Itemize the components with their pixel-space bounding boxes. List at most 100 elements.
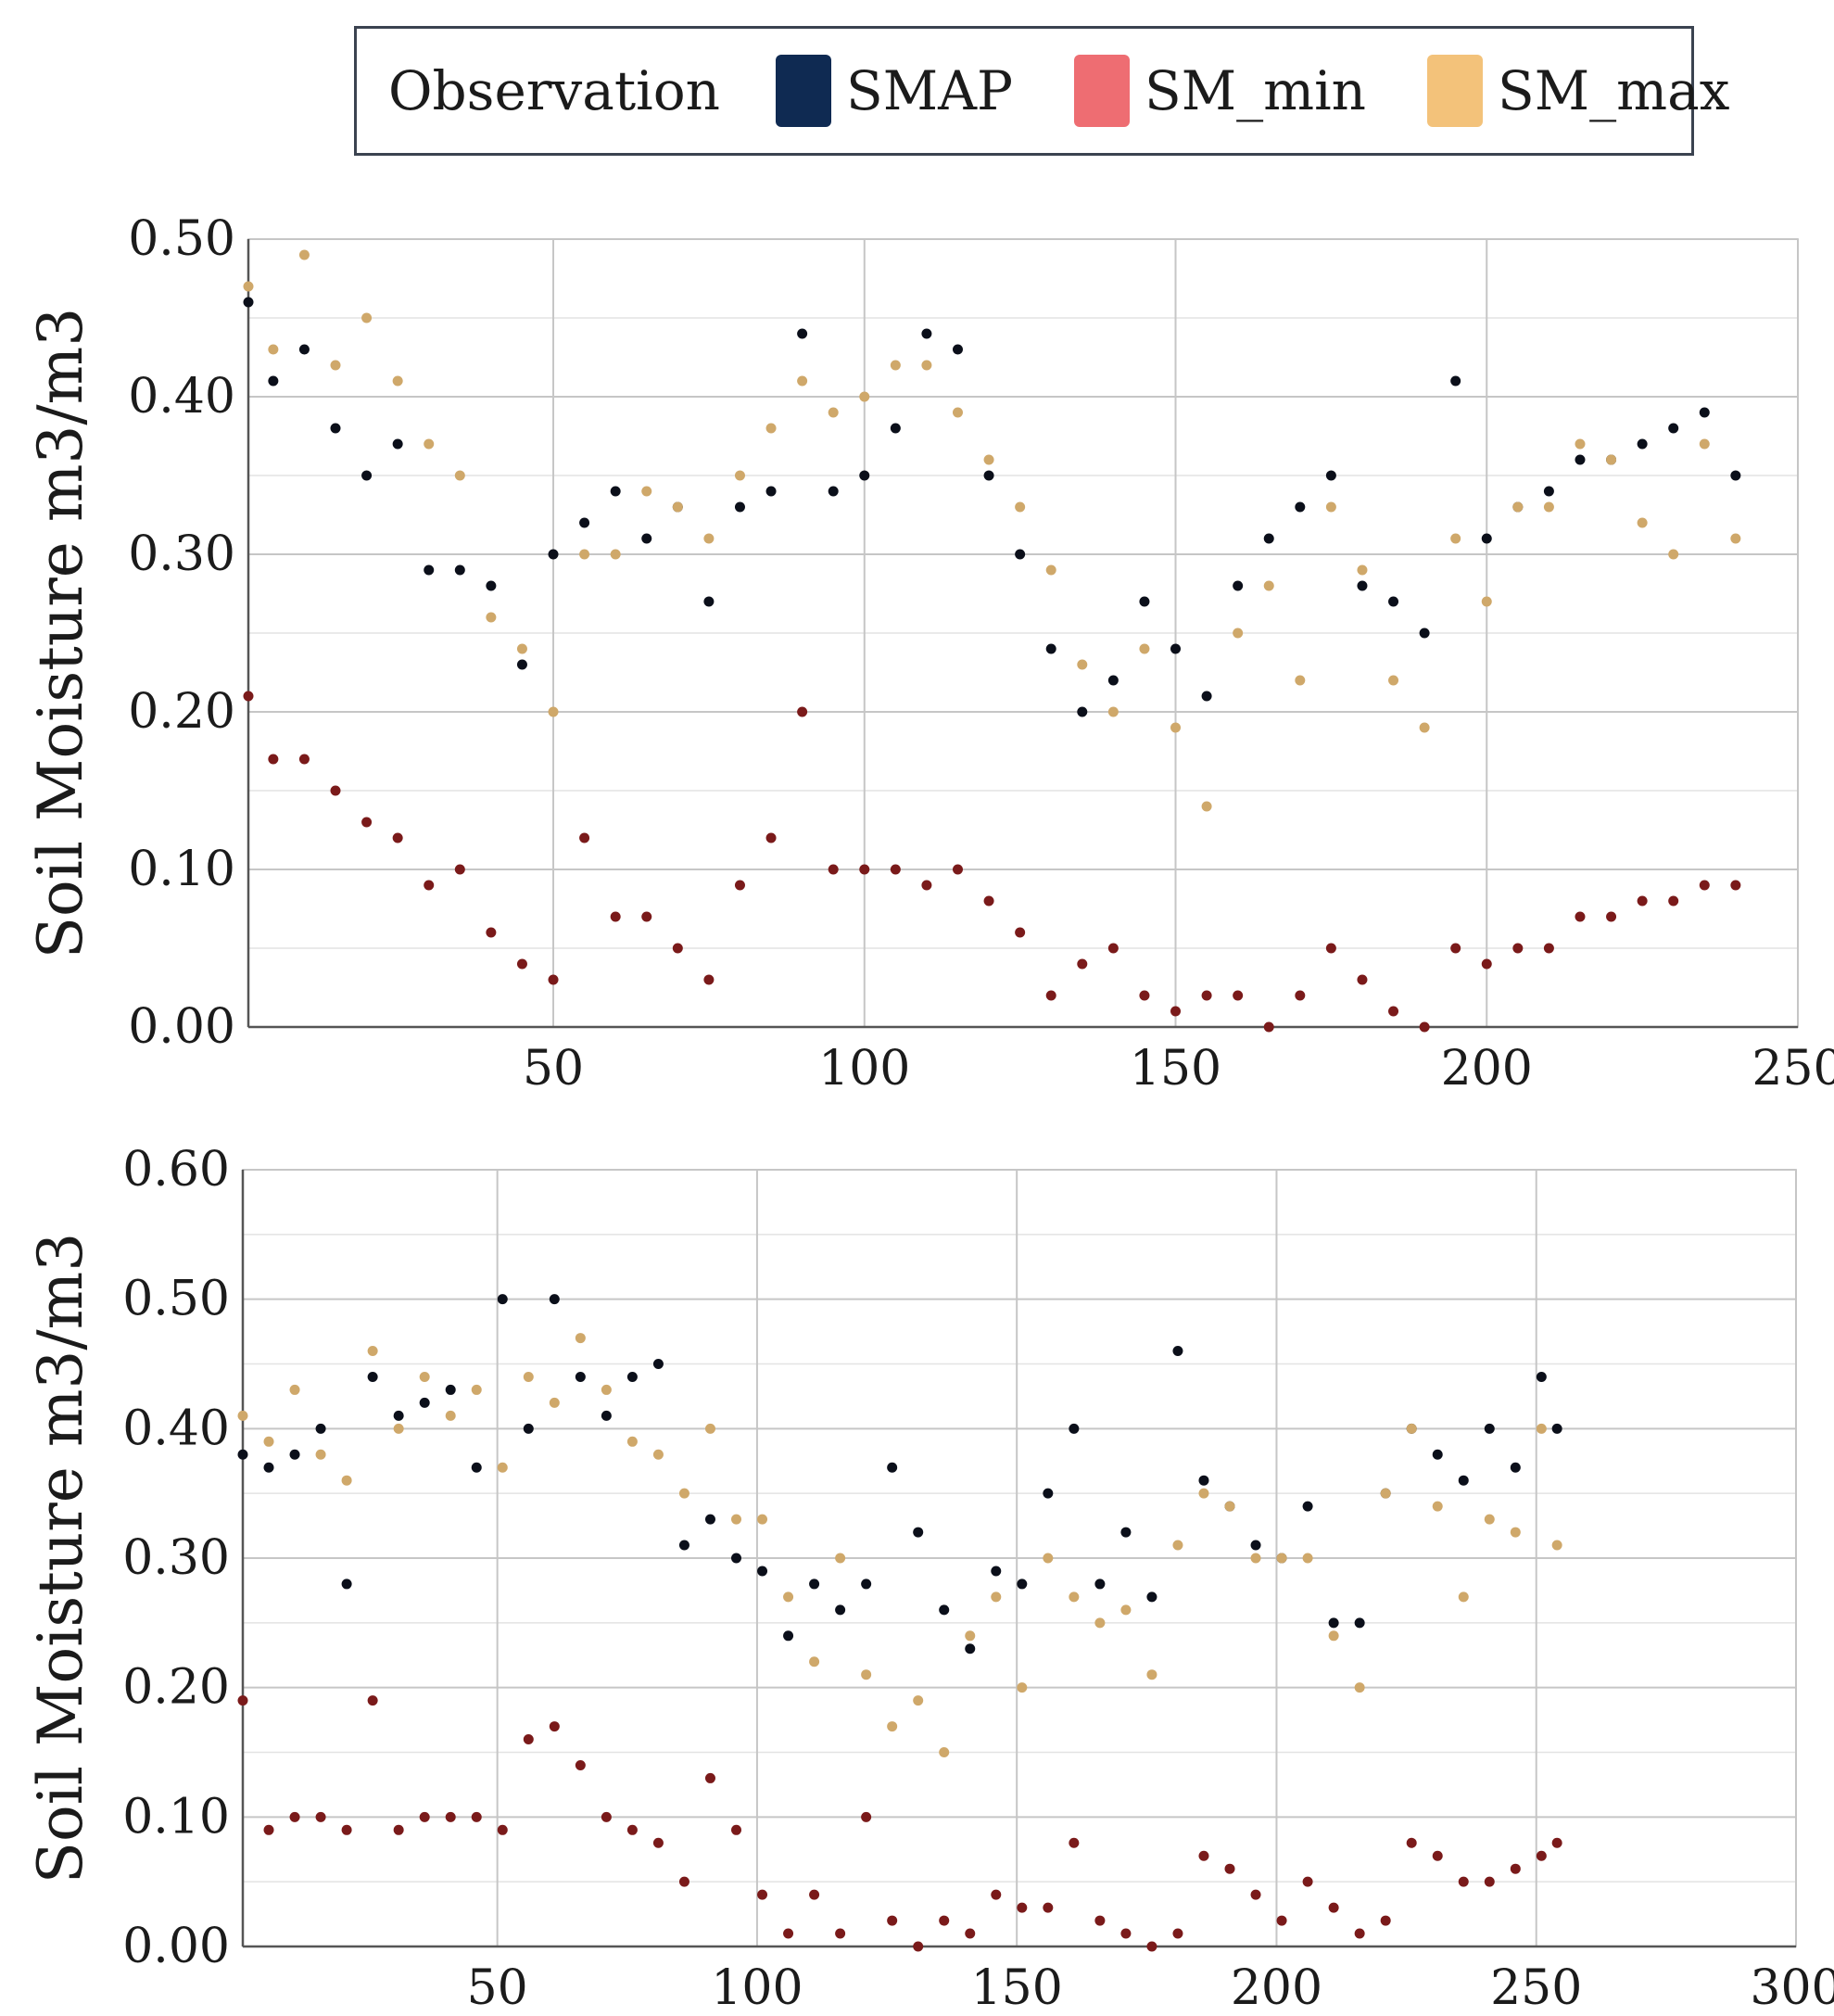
data-point: [1510, 1527, 1521, 1538]
data-point: [548, 706, 559, 717]
data-point: [549, 1294, 560, 1305]
data-point: [1045, 564, 1056, 576]
data-point: [835, 1553, 846, 1564]
data-point: [1170, 643, 1182, 654]
data-point: [1668, 423, 1679, 434]
data-point: [1551, 1540, 1562, 1551]
legend-swatch-sm-min: [1074, 55, 1131, 127]
data-point: [1354, 1617, 1365, 1629]
data-point: [1198, 1850, 1209, 1861]
data-point: [703, 596, 715, 607]
data-point: [1045, 643, 1056, 654]
data-point: [330, 360, 341, 371]
data-point: [1107, 675, 1119, 686]
data-point: [1575, 911, 1586, 922]
data-point: [1077, 659, 1088, 670]
y-tick-label: 0.40: [128, 369, 235, 425]
data-point: [1481, 533, 1492, 544]
data-point: [268, 375, 279, 387]
data-point: [1419, 628, 1430, 639]
data-point: [678, 1540, 689, 1551]
data-point: [1458, 1876, 1469, 1887]
data-point: [939, 1915, 950, 1926]
x-tick-label: 200: [1231, 1960, 1322, 2016]
data-point: [1419, 1021, 1430, 1033]
data-point: [1295, 990, 1306, 1001]
x-tick-label: 250: [1752, 1041, 1834, 1097]
data-point: [445, 1410, 456, 1421]
data-point: [610, 486, 621, 497]
data-point: [797, 706, 808, 717]
data-point: [757, 1889, 768, 1900]
data-point: [1432, 1449, 1443, 1460]
data-point: [1699, 407, 1710, 418]
data-point: [1069, 1837, 1080, 1848]
data-point: [575, 1759, 586, 1770]
data-point: [965, 1630, 976, 1642]
data-point: [734, 501, 745, 513]
data-point: [672, 943, 683, 954]
data-point: [965, 1643, 976, 1655]
y-tick-label: 0.60: [122, 1142, 230, 1198]
data-point: [548, 974, 559, 985]
data-point: [1730, 880, 1741, 891]
series-smap: [243, 297, 1741, 717]
data-point: [809, 1889, 820, 1900]
data-point: [497, 1462, 508, 1473]
data-point: [859, 470, 870, 481]
data-point: [392, 832, 403, 843]
data-point: [1120, 1604, 1132, 1616]
data-point: [1043, 1488, 1054, 1499]
data-point: [315, 1811, 326, 1822]
data-point: [652, 1449, 664, 1460]
data-point: [1263, 580, 1274, 591]
data-point: [601, 1811, 612, 1822]
data-point: [1575, 438, 1586, 450]
data-point: [859, 864, 870, 875]
data-point: [1388, 1006, 1399, 1017]
data-point: [887, 1915, 898, 1926]
data-point: [1198, 1488, 1209, 1499]
data-point: [626, 1436, 638, 1447]
data-point: [393, 1410, 404, 1421]
data-point: [1328, 1617, 1339, 1629]
data-point: [1201, 691, 1212, 702]
data-point: [263, 1436, 274, 1447]
data-point: [1276, 1915, 1287, 1926]
data-point: [1170, 1006, 1182, 1017]
data-point: [1575, 454, 1586, 465]
x-tick-label: 150: [1130, 1041, 1221, 1097]
data-point: [497, 1824, 508, 1835]
data-point: [1094, 1617, 1106, 1629]
data-point: [1233, 580, 1244, 591]
data-point: [367, 1346, 378, 1357]
data-point: [1357, 580, 1368, 591]
data-point: [809, 1656, 820, 1667]
data-point: [579, 517, 590, 528]
data-point: [1536, 1850, 1547, 1861]
data-point: [237, 1410, 248, 1421]
data-point: [765, 832, 777, 843]
data-point: [330, 423, 341, 434]
data-point: [1146, 1941, 1157, 1952]
data-point: [445, 1811, 456, 1822]
data-point: [1250, 1540, 1261, 1551]
y-tick-label: 0.20: [128, 684, 235, 740]
data-point: [1263, 533, 1274, 544]
y-tick-label: 0.00: [128, 999, 235, 1055]
legend-label-sm-min: SM_min: [1145, 59, 1367, 122]
data-point: [1107, 706, 1119, 717]
data-point: [486, 580, 497, 591]
data-point: [641, 911, 652, 922]
data-point: [1536, 1371, 1547, 1382]
data-point: [1201, 990, 1212, 1001]
data-point: [1637, 438, 1648, 450]
data-point: [548, 549, 559, 560]
data-point: [516, 643, 527, 654]
data-point: [601, 1384, 612, 1395]
data-point: [1419, 722, 1430, 733]
data-point: [315, 1423, 326, 1434]
data-point: [1699, 880, 1710, 891]
data-point: [1146, 1669, 1157, 1680]
data-point: [1146, 1591, 1157, 1603]
